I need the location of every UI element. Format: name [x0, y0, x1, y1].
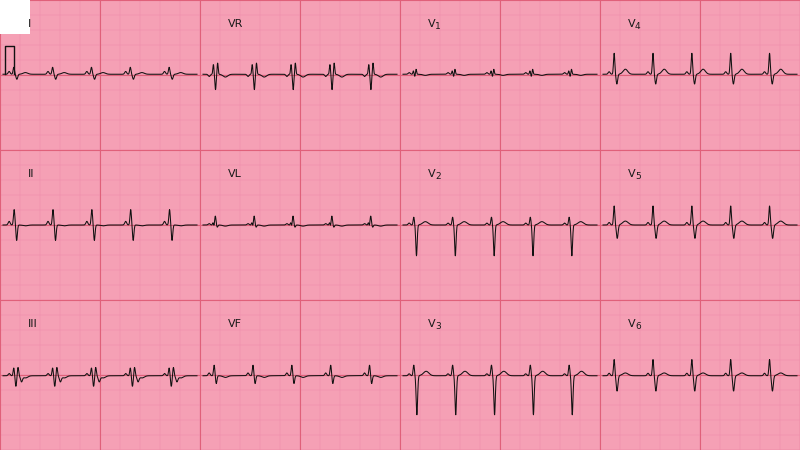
Text: 6: 6	[635, 322, 641, 331]
Text: VL: VL	[228, 169, 242, 179]
Text: III: III	[28, 320, 38, 329]
Text: II: II	[28, 169, 34, 179]
Text: 5: 5	[635, 172, 641, 181]
Text: 2: 2	[435, 172, 441, 181]
Text: VF: VF	[228, 320, 242, 329]
Text: V: V	[428, 19, 436, 29]
Text: V: V	[628, 169, 636, 179]
Text: V: V	[628, 320, 636, 329]
Text: 1: 1	[435, 22, 441, 31]
Text: V: V	[628, 19, 636, 29]
Bar	[0, 0, 30, 34]
Text: I: I	[28, 19, 31, 29]
Text: 4: 4	[635, 22, 641, 31]
Text: VR: VR	[228, 19, 243, 29]
Text: V: V	[428, 320, 436, 329]
Text: 3: 3	[435, 322, 441, 331]
Text: V: V	[428, 169, 436, 179]
